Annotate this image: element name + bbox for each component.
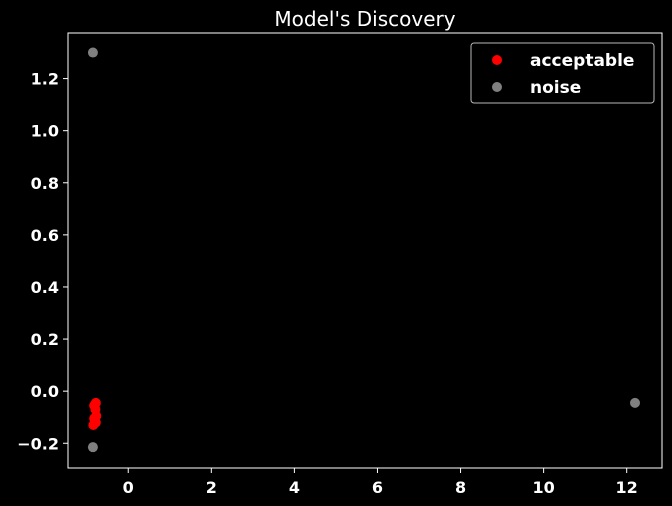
y-tick-label: 1.0 (31, 122, 59, 141)
y-tick-label: −0.2 (17, 434, 59, 453)
x-tick-label: 8 (455, 478, 466, 497)
series-noise (87, 47, 640, 453)
axis-ticks: 0 2 4 6 8 10 12 −0.2 0.0 0.2 0.4 0.6 0.8 1.0 1.2 (17, 70, 638, 497)
data-points (87, 47, 640, 453)
y-tick-label: 0.0 (31, 382, 59, 401)
x-tick-label: 10 (532, 478, 554, 497)
legend: acceptable noise (470, 42, 655, 104)
x-tick-label: 2 (206, 478, 217, 497)
legend-marker-noise (492, 82, 502, 92)
chart-title: Model's Discovery (274, 7, 455, 31)
point-acceptable (88, 420, 99, 431)
legend-label-noise: noise (530, 78, 581, 98)
y-tick-label: 0.8 (31, 174, 59, 193)
x-tick-label: 0 (123, 478, 134, 497)
point-noise (630, 397, 640, 408)
series-acceptable (88, 397, 102, 431)
y-tick-label: 0.6 (31, 226, 59, 245)
point-noise (87, 47, 98, 58)
plot-frame (67, 32, 663, 469)
x-tick-label: 6 (372, 478, 383, 497)
point-noise (87, 442, 98, 453)
x-tick-label: 12 (616, 478, 638, 497)
legend-label-acceptable: acceptable (530, 51, 634, 71)
legend-box (470, 42, 655, 104)
legend-marker-acceptable (492, 55, 502, 65)
y-tick-label: 0.4 (31, 278, 59, 297)
y-tick-label: 0.2 (31, 330, 59, 349)
x-tick-label: 4 (289, 478, 300, 497)
y-tick-label: 1.2 (31, 70, 59, 89)
